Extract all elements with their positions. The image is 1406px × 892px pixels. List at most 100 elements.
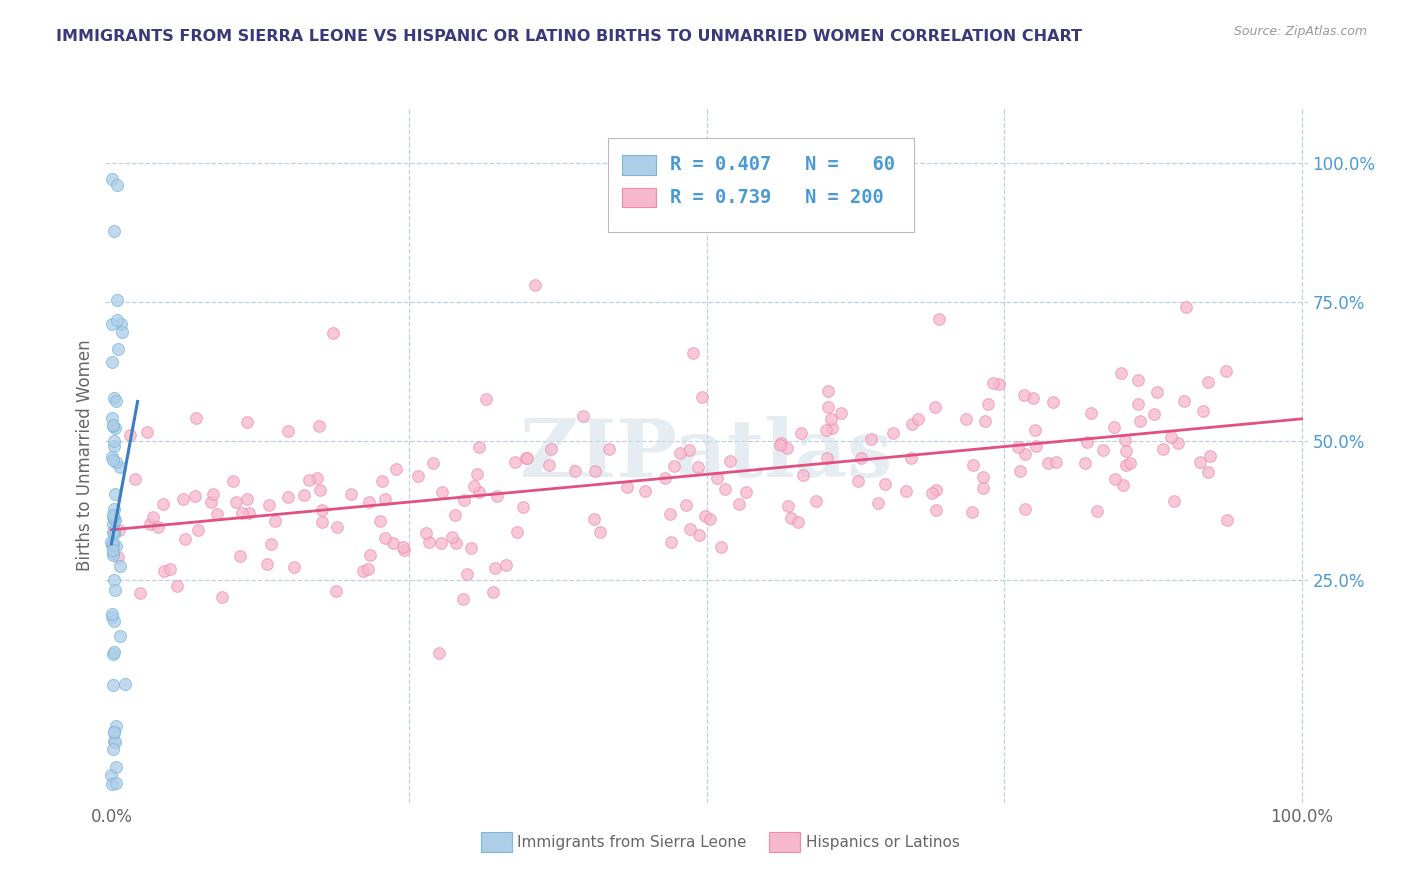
Point bbox=[688, 527, 710, 541]
FancyBboxPatch shape bbox=[623, 155, 657, 175]
Point bbox=[973, 415, 995, 429]
Point bbox=[256, 557, 278, 571]
Point bbox=[325, 583, 347, 598]
Point bbox=[1143, 407, 1166, 421]
Point bbox=[105, 455, 128, 469]
Point bbox=[440, 530, 463, 544]
Point bbox=[104, 760, 127, 774]
Point bbox=[706, 471, 728, 485]
Point bbox=[564, 464, 586, 478]
Point bbox=[103, 392, 125, 406]
Point bbox=[468, 485, 491, 500]
Point bbox=[1085, 504, 1108, 518]
Point bbox=[101, 548, 124, 562]
Point bbox=[460, 541, 482, 556]
Text: ZIPatlas: ZIPatlas bbox=[520, 416, 893, 494]
Point bbox=[901, 417, 924, 431]
Point bbox=[692, 390, 714, 404]
Text: Hispanics or Latinos: Hispanics or Latinos bbox=[806, 835, 959, 849]
Point bbox=[139, 516, 162, 531]
Point bbox=[1022, 391, 1045, 405]
Point bbox=[820, 412, 842, 426]
Point bbox=[101, 410, 124, 425]
Point bbox=[382, 535, 405, 549]
Point bbox=[804, 493, 827, 508]
Point bbox=[103, 677, 125, 691]
Point bbox=[415, 525, 437, 540]
Point bbox=[108, 629, 131, 643]
Point bbox=[322, 326, 344, 340]
Point bbox=[236, 415, 259, 429]
Text: IMMIGRANTS FROM SIERRA LEONE VS HISPANIC OR LATINO BIRTHS TO UNMARRIED WOMEN COR: IMMIGRANTS FROM SIERRA LEONE VS HISPANIC… bbox=[56, 29, 1083, 44]
Point bbox=[444, 536, 467, 550]
Point bbox=[925, 502, 948, 516]
Point bbox=[187, 524, 209, 538]
Point bbox=[1126, 373, 1149, 387]
Point bbox=[962, 458, 984, 472]
Point bbox=[873, 477, 896, 491]
Point bbox=[463, 479, 485, 493]
Point bbox=[260, 537, 283, 551]
FancyBboxPatch shape bbox=[607, 138, 914, 232]
Point bbox=[1175, 301, 1198, 315]
Point bbox=[634, 484, 657, 499]
Point bbox=[107, 342, 129, 356]
Point bbox=[385, 462, 408, 476]
Point bbox=[308, 419, 330, 434]
Point bbox=[817, 384, 839, 399]
Point bbox=[340, 486, 363, 500]
Point bbox=[427, 646, 450, 660]
Point bbox=[456, 567, 478, 582]
Point bbox=[815, 423, 838, 437]
Point bbox=[406, 469, 429, 483]
Text: R = 0.407   N =   60: R = 0.407 N = 60 bbox=[671, 155, 896, 174]
Point bbox=[392, 543, 415, 558]
Point bbox=[1109, 366, 1132, 380]
Point bbox=[103, 645, 125, 659]
Point bbox=[104, 420, 127, 434]
Point bbox=[129, 585, 152, 599]
Text: R = 0.739   N = 200: R = 0.739 N = 200 bbox=[671, 188, 884, 207]
Point bbox=[108, 558, 131, 573]
Point bbox=[103, 526, 125, 541]
Point bbox=[101, 647, 124, 661]
Point bbox=[598, 442, 620, 456]
Point bbox=[174, 533, 197, 547]
Point bbox=[925, 483, 948, 497]
Point bbox=[101, 450, 124, 464]
Point bbox=[1114, 434, 1136, 448]
Point bbox=[277, 490, 299, 504]
Point bbox=[101, 546, 124, 560]
Point bbox=[264, 514, 287, 528]
Point bbox=[356, 562, 378, 576]
Point bbox=[503, 455, 526, 469]
Point bbox=[277, 424, 299, 438]
Point bbox=[1112, 478, 1135, 492]
Point bbox=[283, 560, 305, 574]
Point bbox=[482, 585, 505, 599]
Point bbox=[159, 562, 181, 576]
Point bbox=[1192, 404, 1215, 418]
Point bbox=[778, 499, 800, 513]
Point bbox=[1163, 494, 1185, 508]
Point bbox=[200, 495, 222, 509]
Point bbox=[583, 464, 606, 478]
Point bbox=[589, 524, 612, 539]
Point bbox=[222, 474, 245, 488]
Point bbox=[103, 734, 125, 748]
Point bbox=[710, 540, 733, 554]
Point bbox=[512, 500, 534, 514]
FancyBboxPatch shape bbox=[623, 187, 657, 207]
Point bbox=[789, 425, 811, 440]
Point bbox=[668, 445, 690, 459]
Point bbox=[1014, 446, 1036, 460]
Point bbox=[211, 590, 233, 604]
Point bbox=[846, 474, 869, 488]
Point bbox=[153, 564, 176, 578]
Point bbox=[104, 776, 127, 790]
Point bbox=[374, 491, 396, 506]
Y-axis label: Births to Unmarried Women: Births to Unmarried Women bbox=[76, 339, 94, 571]
Point bbox=[166, 579, 188, 593]
Point bbox=[675, 498, 697, 512]
Point bbox=[1092, 442, 1115, 457]
